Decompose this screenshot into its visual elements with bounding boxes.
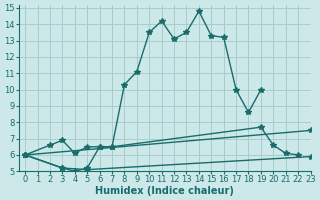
X-axis label: Humidex (Indice chaleur): Humidex (Indice chaleur)	[95, 186, 234, 196]
